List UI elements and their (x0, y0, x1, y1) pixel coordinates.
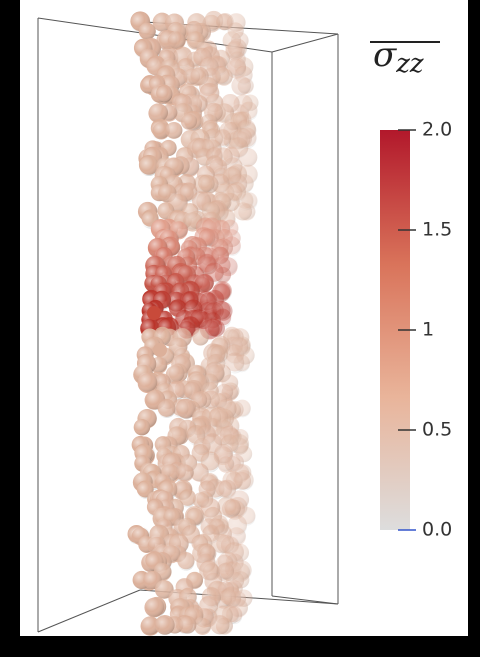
subscript: zz (395, 49, 424, 79)
particle-shade (133, 418, 151, 436)
particle-shade (176, 463, 194, 481)
tick-label: 2.0 (422, 119, 452, 141)
particle-shade (194, 616, 212, 634)
particle-shade (233, 201, 253, 221)
particle-shade (165, 121, 183, 139)
particle-shade (179, 490, 196, 508)
particle-shade (138, 22, 156, 40)
particle (153, 343, 167, 357)
particles (127, 10, 259, 636)
particle-shade (167, 31, 186, 49)
particle-shade (165, 363, 185, 383)
particle-shade (140, 615, 160, 635)
particle-shade (198, 175, 215, 193)
particle-shade (157, 400, 176, 418)
particle-shade (237, 76, 254, 94)
particle-shade (233, 472, 252, 490)
colorbar-title: σzz (373, 35, 424, 79)
tick-label: 0.5 (422, 419, 452, 441)
particle-shade (215, 67, 233, 85)
colorbar: σzz 2.0 1.5 1 0.5 0.0 (370, 35, 452, 541)
particle-shade (177, 553, 195, 571)
particle (147, 306, 161, 320)
particle-shade (154, 579, 174, 599)
particle-shade (137, 372, 158, 392)
particle-shade (152, 121, 170, 139)
particle-shade (144, 597, 165, 617)
symbol: σ (373, 35, 397, 75)
particle-shade (210, 615, 230, 635)
tick-label: 0.0 (422, 519, 452, 541)
particle-shade (192, 328, 209, 346)
particle-shade (148, 102, 169, 122)
particle-shade (224, 499, 241, 517)
particle-shade (238, 147, 258, 167)
particle-shade (180, 112, 198, 130)
tick-label: 1.5 (422, 219, 452, 241)
particle-shade (217, 454, 235, 472)
tick-label: 1 (422, 319, 434, 341)
particle-shade (178, 616, 197, 634)
particle-shade (154, 615, 175, 635)
particle-shade (156, 85, 173, 103)
particle-shade (225, 354, 245, 374)
particle-shade (175, 399, 195, 419)
particle-shade (138, 156, 159, 176)
